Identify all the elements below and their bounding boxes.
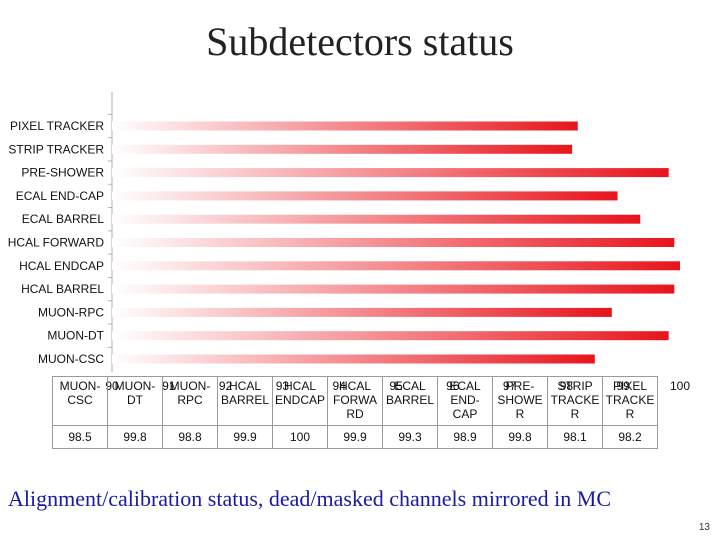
table-value-cell: 99.9 bbox=[327, 425, 383, 449]
category-label-hcal-barrel: HCAL BARREL bbox=[21, 282, 104, 296]
category-label-ecal-barrel: ECAL BARREL bbox=[22, 212, 105, 226]
bar-ecal-barrel bbox=[112, 214, 641, 224]
table-value-cell: 99.8 bbox=[492, 425, 548, 449]
bar-ecal-end-cap bbox=[112, 191, 618, 201]
category-label-muon-csc: MUON-CSC bbox=[38, 352, 104, 366]
table-value-cell: 100 bbox=[272, 425, 328, 449]
bar-hcal-barrel bbox=[112, 284, 675, 294]
page-number: 13 bbox=[698, 522, 710, 533]
table-header-cell: HCAL BARREL bbox=[217, 376, 273, 426]
table-header-cell: MUON- CSC bbox=[52, 376, 108, 426]
category-label-strip-tracker: STRIP TRACKER bbox=[8, 142, 104, 156]
data-table: MUON- CSC MUON- DT MUON- RPC HCAL BARREL HCAL END… bbox=[52, 376, 658, 449]
table-value-cell: 98.1 bbox=[547, 425, 603, 449]
bar-muon-rpc bbox=[112, 307, 612, 317]
table-value-cell: 98.5 bbox=[52, 425, 108, 449]
bar-pre-shower bbox=[112, 168, 669, 178]
table-header-cell: STRIP TRACKE R bbox=[547, 376, 603, 426]
chart-title: Subdetectors status bbox=[206, 19, 514, 64]
table-header-cell: PIXEL TRACKE R bbox=[602, 376, 658, 426]
chart-plot: PIXEL TRACKER STRIP TRACKER PRE-SHOWER ECAL… bbox=[8, 92, 690, 393]
table-value-cell: 98.9 bbox=[437, 425, 493, 449]
table-value-cell: 99.9 bbox=[217, 425, 273, 449]
category-label-pixel-tracker: PIXEL TRACKER bbox=[10, 119, 104, 133]
table-header-cell: HCAL ENDCAP bbox=[272, 376, 328, 426]
category-label-pre-shower: PRE-SHOWER bbox=[21, 166, 104, 180]
slide-caption: Alignment/calibration status, dead/maske… bbox=[8, 486, 612, 511]
category-label-hcal-forward: HCAL FORWARD bbox=[8, 236, 105, 250]
bar-muon-dt bbox=[112, 331, 669, 341]
table-header-cell: PRE- SHOWE R bbox=[492, 376, 548, 426]
bar-muon-csc bbox=[112, 354, 595, 364]
table-header-cell: MUON- DT bbox=[107, 376, 163, 426]
bar-pixel-tracker bbox=[112, 121, 578, 131]
x-tick-label-100: 100 bbox=[670, 379, 690, 393]
table-header-cell: HCAL FORWA RD bbox=[327, 376, 383, 426]
table-value-cell: 99.3 bbox=[382, 425, 438, 449]
table-header-cell: MUON- RPC bbox=[162, 376, 218, 426]
table-header-cell: ECAL END- CAP bbox=[437, 376, 493, 426]
category-label-muon-dt: MUON-DT bbox=[47, 329, 104, 343]
table-value-cell: 99.8 bbox=[107, 425, 163, 449]
bar-hcal-forward bbox=[112, 238, 675, 247]
category-label-hcal-endcap: HCAL ENDCAP bbox=[19, 259, 104, 273]
category-label-ecal-end-cap: ECAL END-CAP bbox=[16, 189, 104, 203]
bar-hcal-endcap bbox=[112, 261, 680, 271]
bar-strip-tracker bbox=[112, 144, 573, 154]
table-value-cell: 98.8 bbox=[162, 425, 218, 449]
table-value-cell: 98.2 bbox=[602, 425, 658, 449]
table-header-row: MUON- CSC MUON- DT MUON- RPC HCAL BARREL HCAL END… bbox=[52, 376, 658, 426]
table-value-row: 98.5 99.8 98.8 99.9 100 99.9 99.3 98.9 99.8 98.1 9… bbox=[52, 425, 658, 449]
category-label-muon-rpc: MUON-RPC bbox=[38, 305, 104, 319]
table-header-cell: ECAL BARREL bbox=[382, 376, 438, 426]
